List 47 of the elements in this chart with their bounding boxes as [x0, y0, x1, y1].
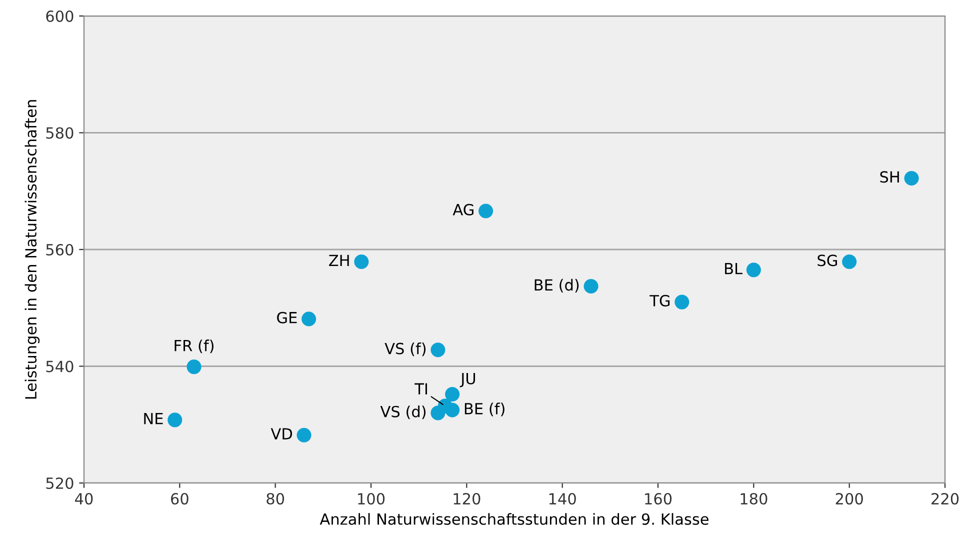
point: [904, 171, 919, 186]
x-tick-label: 200: [836, 492, 863, 505]
x-tick-label: 140: [549, 492, 576, 505]
point: [168, 412, 182, 428]
y-tick-label: 580: [46, 127, 74, 139]
x-tick-label: 120: [454, 492, 480, 505]
y-tick-label: 600: [46, 10, 74, 22]
annotation: VS (d): [380, 406, 426, 420]
annotation: TI: [414, 383, 427, 394]
annotation: JU: [460, 373, 476, 388]
annotation: FR (f): [174, 340, 214, 354]
annotation: BE (d): [534, 278, 579, 293]
annotation: BE (f): [464, 402, 504, 416]
x-tick-label: 80: [266, 492, 284, 505]
y-axis-title: Leistungen in den Naturwissenschaften: [24, 100, 40, 399]
x-tick-label: 180: [740, 492, 768, 505]
annotation: AG: [452, 204, 474, 216]
y-tick-label: 520: [46, 477, 74, 490]
point: [674, 294, 690, 310]
annotation: TG: [650, 294, 670, 306]
annotation: NE: [144, 413, 163, 424]
point: [296, 428, 312, 442]
x-tick-label: 220: [932, 492, 959, 505]
y-tick-label: 540: [46, 360, 74, 372]
x-axis-title: Anzahl Naturwissenschaftsstunden in der 9. Klasse: [320, 513, 708, 525]
annotation: GE: [277, 312, 297, 324]
point: [354, 254, 369, 270]
annotation: SH: [880, 171, 899, 183]
annotation: VS (f): [384, 342, 426, 356]
point: [430, 342, 446, 358]
point: [746, 262, 761, 278]
point: [438, 398, 452, 414]
x-tick-label: 160: [645, 492, 672, 505]
point: [445, 386, 460, 402]
point: [302, 312, 316, 326]
annotation: SG: [818, 254, 837, 266]
x-tick-label: 60: [171, 492, 188, 505]
annotation: VD: [270, 428, 292, 440]
y-tick-label: 560: [46, 244, 74, 256]
point: [584, 278, 598, 294]
annotation: ZH: [329, 254, 349, 266]
point: [842, 254, 857, 270]
point: [478, 204, 494, 218]
annotation: BL: [725, 263, 742, 274]
point: [186, 360, 202, 374]
x-tick-label: 100: [358, 492, 385, 505]
x-tick-label: 40: [75, 492, 93, 505]
